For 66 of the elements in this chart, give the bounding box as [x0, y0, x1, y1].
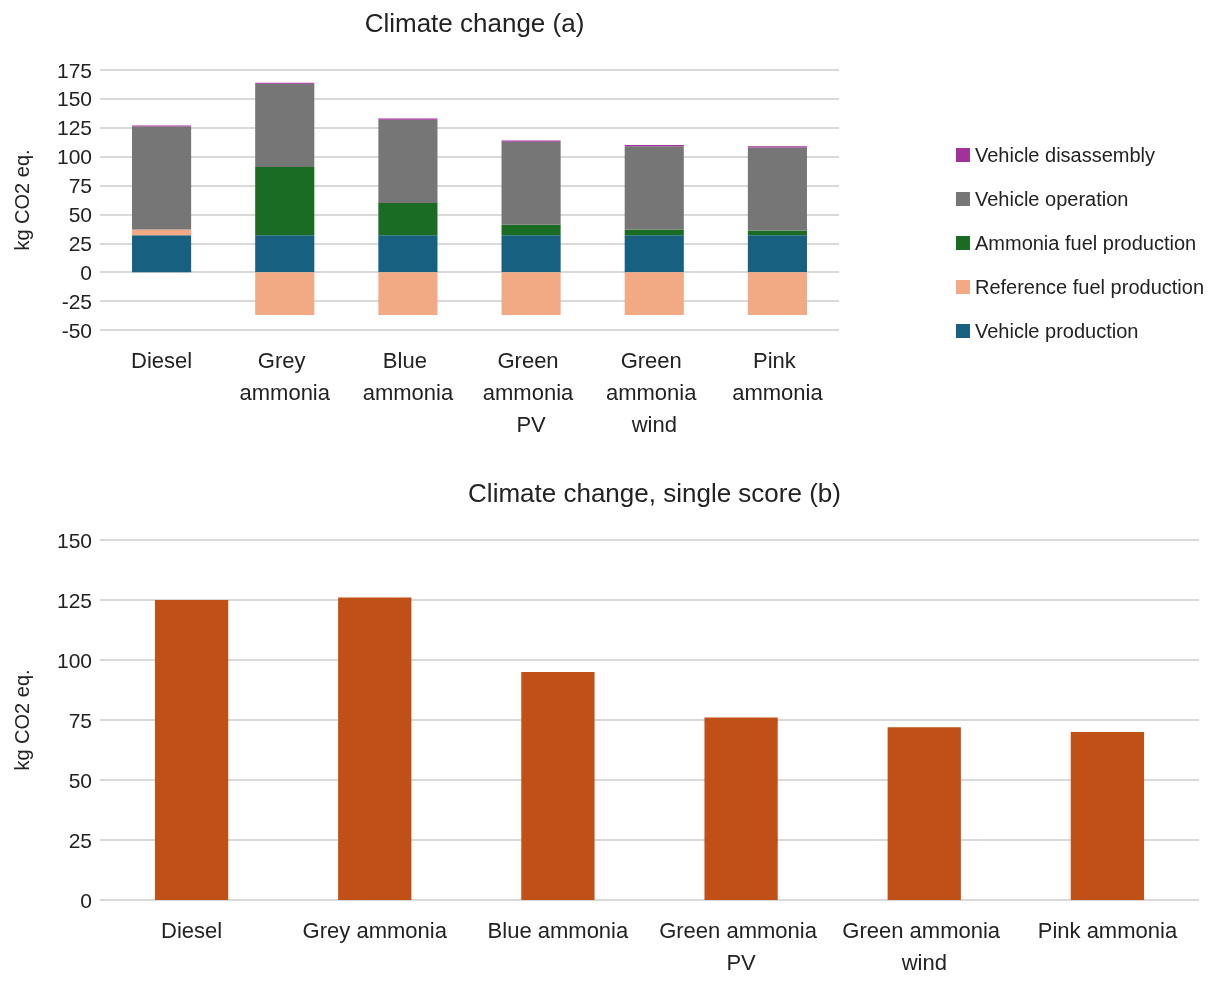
bar	[521, 672, 595, 900]
x-tick-label: Blue ammonia	[487, 917, 629, 943]
y-tick-label: 125	[56, 116, 92, 140]
y-axis-title: kg CO2 eq.	[11, 669, 33, 771]
bar	[378, 272, 438, 315]
y-tick-label: 175	[56, 58, 92, 82]
y-tick-label: 25	[68, 231, 92, 255]
x-tick-label: Green ammonia PV	[482, 347, 580, 437]
bar	[624, 146, 684, 230]
legend-label: Vehicle disassembly	[974, 144, 1156, 166]
y-tick-label: 125	[56, 588, 92, 612]
y-tick-label: -25	[61, 289, 92, 313]
bar	[704, 717, 778, 900]
x-tick-label: Pink ammonia	[1037, 917, 1178, 943]
bar	[378, 119, 438, 203]
y-tick-label: 75	[68, 708, 92, 732]
legend-label: Vehicle production	[974, 320, 1139, 342]
bar	[747, 272, 807, 315]
bar	[747, 147, 807, 231]
y-tick-label: 25	[68, 828, 92, 852]
legend-label: Vehicle operation	[974, 188, 1129, 210]
y-tick-label: 0	[80, 888, 92, 912]
y-tick-label: -50	[61, 318, 92, 342]
bar	[338, 597, 412, 900]
bar	[624, 229, 684, 236]
y-tick-label: 100	[56, 145, 92, 169]
bar	[378, 235, 438, 273]
bar	[747, 235, 807, 273]
bar	[132, 126, 192, 230]
bar	[132, 229, 192, 236]
y-tick-label: 50	[68, 202, 92, 226]
bar	[501, 235, 561, 273]
bar	[887, 727, 961, 900]
x-tick-label: Diesel	[161, 917, 223, 943]
bar	[255, 235, 315, 273]
bar	[378, 202, 438, 236]
bar	[501, 224, 561, 236]
x-tick-label: Pink ammonia	[732, 347, 824, 405]
y-tick-label: 150	[56, 528, 92, 552]
x-tick-label: Green ammonia wind	[842, 917, 1007, 975]
bar	[132, 235, 192, 273]
bar	[1070, 732, 1145, 900]
x-tick-label: Diesel	[131, 347, 193, 373]
y-tick-label: 100	[56, 648, 92, 672]
y-tick-label: 0	[80, 260, 92, 284]
y-tick-label: 50	[68, 768, 92, 792]
bar	[501, 141, 561, 225]
bar	[501, 272, 561, 315]
x-tick-label: Grey ammonia	[239, 347, 331, 405]
y-axis-title: kg CO2 eq.	[11, 149, 33, 251]
bar	[255, 167, 315, 236]
x-tick-label: Blue ammonia	[362, 347, 454, 405]
chart-title: Climate change (a)	[364, 8, 585, 38]
bar	[255, 272, 315, 315]
x-tick-label: Green ammonia PV	[659, 917, 824, 975]
x-tick-label: Grey ammonia	[302, 917, 448, 943]
legend-label: Ammonia fuel production	[974, 232, 1197, 254]
bar	[624, 272, 684, 315]
bar	[624, 235, 684, 273]
y-tick-label: 150	[56, 87, 92, 111]
legend-label: Reference fuel production	[974, 276, 1205, 298]
chart-title: Climate change, single score (b)	[468, 478, 841, 508]
y-tick-label: 75	[68, 174, 92, 198]
bar	[154, 600, 229, 900]
bar	[255, 83, 315, 168]
x-tick-label: Green ammonia wind	[605, 347, 703, 437]
